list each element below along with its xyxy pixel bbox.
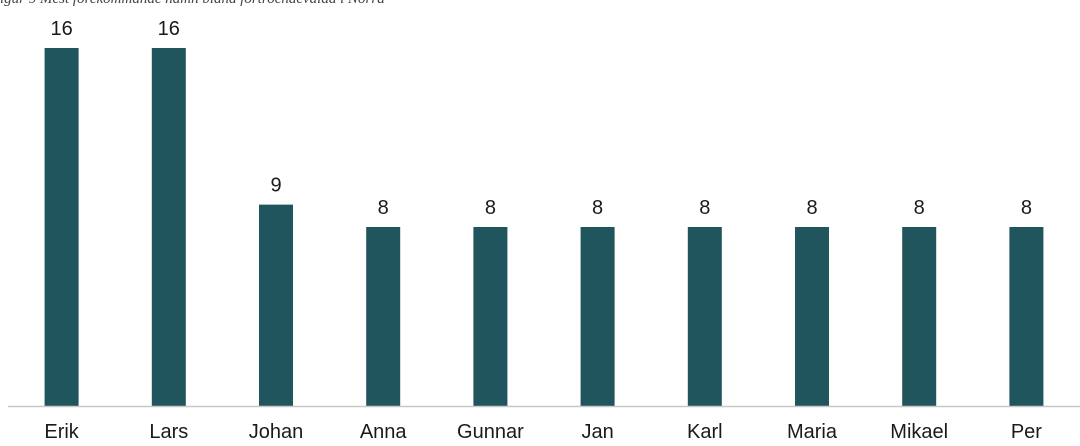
x-tick-label-gunnar: Gunnar (457, 421, 524, 443)
x-tick-label-lars: Lars (149, 421, 188, 443)
bar-johan (259, 204, 293, 406)
value-label-maria: 8 (806, 197, 817, 219)
figure-caption: igur 9 Mest förekommande namn bland fört… (0, 0, 385, 8)
value-label-johan: 9 (270, 175, 281, 197)
x-tick-label-per: Per (1011, 421, 1042, 443)
value-labels-group: 16 16 9 8 8 8 8 8 8 8 (50, 18, 1031, 219)
bar-mikael (902, 227, 937, 406)
value-label-erik: 16 (50, 18, 72, 40)
value-label-anna: 8 (378, 197, 389, 219)
bars-group (44, 48, 1044, 406)
value-label-mikael: 8 (914, 197, 925, 219)
x-tick-label-jan: Jan (581, 421, 613, 443)
value-label-karl: 8 (699, 197, 710, 219)
bar-anna (366, 227, 401, 406)
x-tick-labels-group: Erik Lars Johan Anna Gunnar Jan Karl Maria Mikae… (44, 421, 1042, 443)
value-label-lars: 16 (158, 18, 180, 40)
x-tick-label-mikael: Mikael (890, 421, 948, 443)
x-tick-label-johan: Johan (249, 421, 304, 443)
bar-jan (580, 227, 615, 406)
bar-maria (795, 227, 829, 406)
bar-gunnar (473, 227, 508, 406)
x-tick-label-karl: Karl (687, 421, 723, 443)
x-tick-label-erik: Erik (44, 421, 79, 443)
x-tick-label-maria: Maria (787, 421, 838, 443)
value-label-gunnar: 8 (485, 197, 496, 219)
x-tick-label-anna: Anna (360, 421, 408, 443)
bar-karl (687, 227, 722, 406)
bar-lars (151, 48, 186, 406)
bar-erik (44, 48, 79, 406)
bar-per (1009, 227, 1044, 406)
value-label-per: 8 (1021, 197, 1032, 219)
value-label-jan: 8 (592, 197, 603, 219)
